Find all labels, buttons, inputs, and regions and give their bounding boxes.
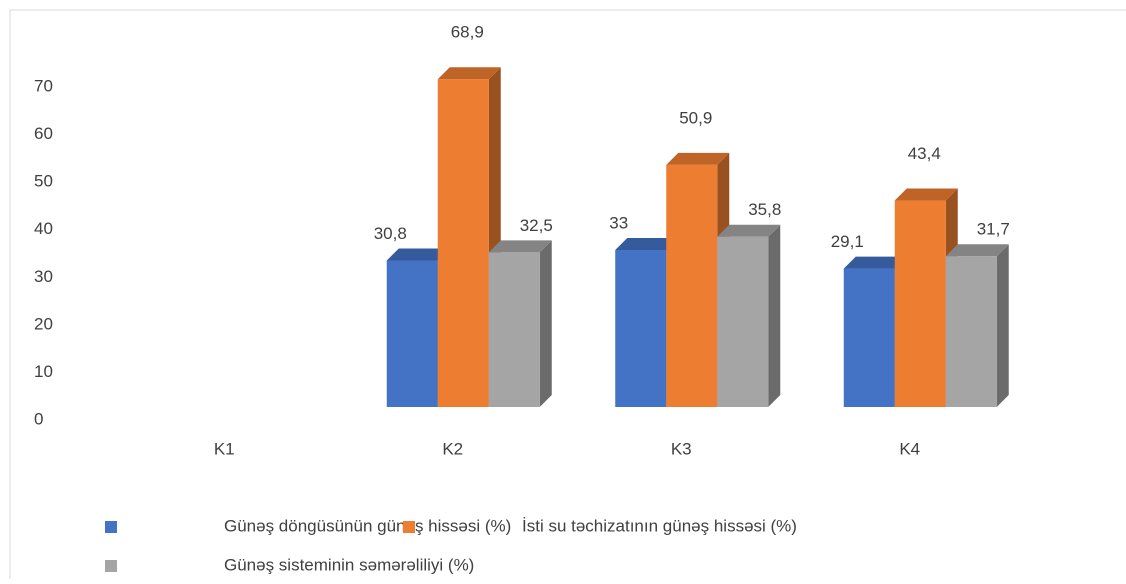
bar-top [437,67,501,80]
bar-top [488,240,552,253]
data-label: 35,8 [748,200,781,219]
bar-front [386,260,438,407]
bar [945,244,1009,407]
bar-front [437,79,489,408]
x-tick-label: K2 [442,439,463,458]
bar [717,224,781,407]
bar-side [996,244,1009,407]
bar-top [894,188,958,201]
bar-front [894,200,946,407]
legend-swatch [105,521,117,533]
bar-top [666,152,730,165]
bar-front [843,268,895,407]
data-label: 43,4 [908,144,941,163]
legend-label: İsti su təchizatının günəş hissəsi (%) [522,516,797,535]
y-tick-label: 70 [34,76,53,95]
y-tick-label: 20 [34,314,53,333]
legend-swatch [403,521,415,533]
bar-top [945,244,1009,257]
bar-top [615,238,679,251]
bar-top [386,248,450,261]
x-tick-label: K1 [214,439,235,458]
bar-front [488,252,540,407]
y-tick-label: 60 [34,124,53,143]
bar-front [717,236,769,407]
legend-label: Günəş döngüsünün günəş hissəsi (%) [224,516,511,535]
bar-top [843,256,907,269]
y-tick-label: 0 [34,409,43,428]
data-label: 68,9 [451,23,484,42]
data-label: 33 [609,213,628,232]
bar-side [539,240,552,407]
data-label: 30,8 [374,224,407,243]
data-label: 50,9 [679,108,712,127]
x-tick-label: K4 [899,439,920,458]
data-label: 31,7 [977,220,1010,239]
x-tick-label: K3 [671,439,692,458]
data-label: 29,1 [831,232,864,251]
y-tick-label: 40 [34,219,53,238]
bar [488,240,552,407]
data-label: 32,5 [520,216,553,235]
bar-front [666,164,718,407]
bar-side [768,224,781,407]
legend-label: Günəş sisteminin səmərəliliyi (%) [224,555,474,574]
legend-swatch [105,560,117,572]
y-tick-label: 10 [34,362,53,381]
y-tick-label: 50 [34,172,53,191]
bar-top [717,224,781,237]
bar-front [945,256,997,407]
bar-front [615,250,667,407]
y-tick-label: 30 [34,267,53,286]
